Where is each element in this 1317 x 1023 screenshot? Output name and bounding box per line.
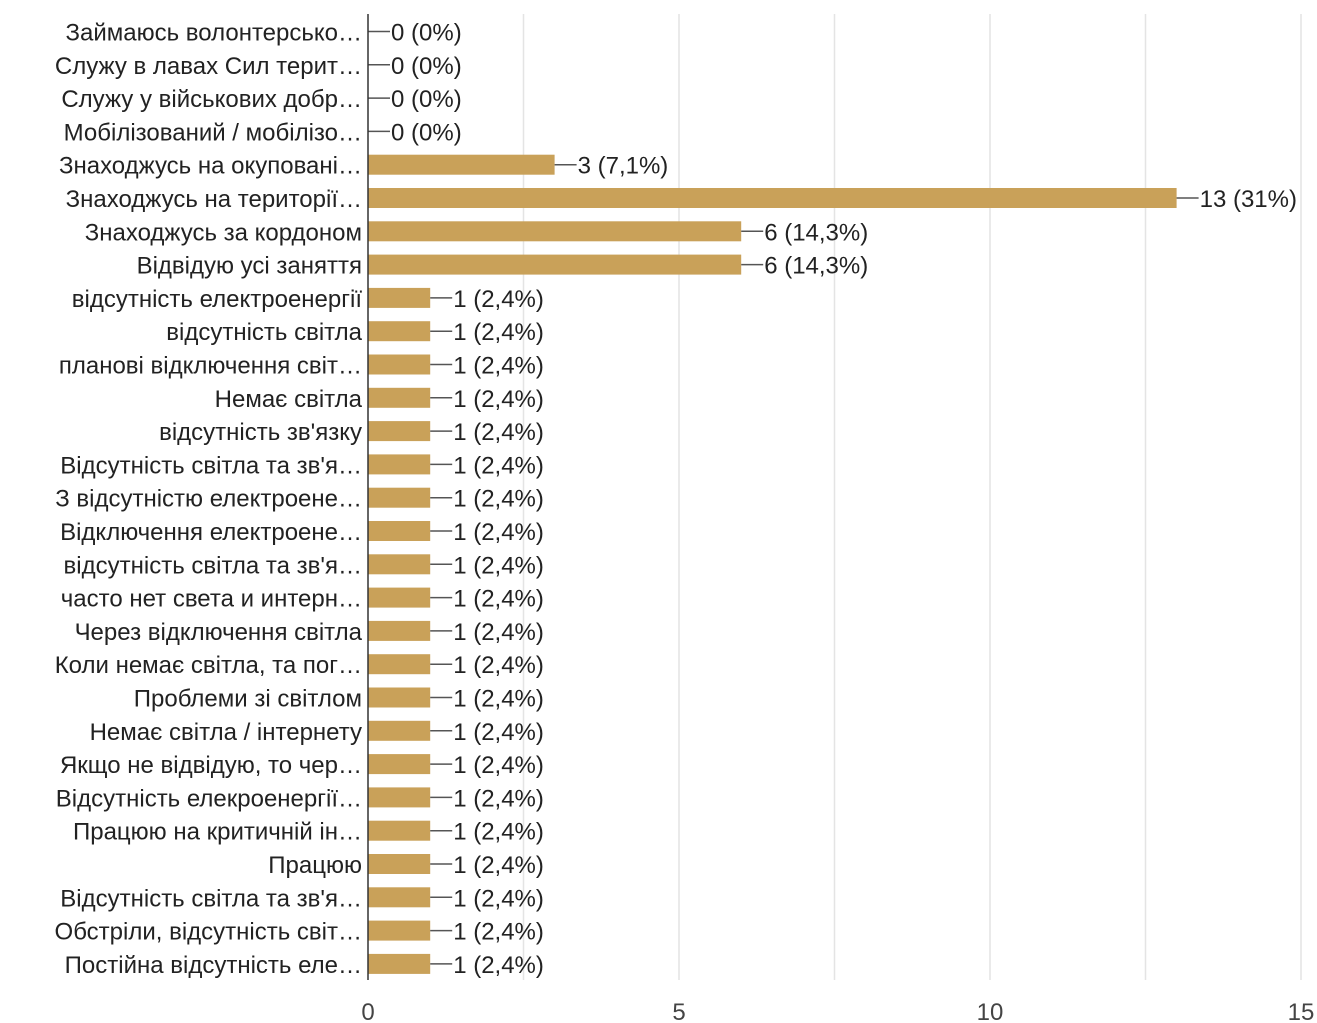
category-label: Немає світла: [215, 386, 363, 413]
x-axis-ticks: 0 5 10 15: [361, 999, 1314, 1023]
category-label: Відключення електроене…: [60, 519, 362, 546]
category-label: Обстріли, відсутність світ…: [55, 919, 362, 946]
category-label: відсутність світла та зв'я…: [64, 552, 362, 579]
bar: [368, 287, 431, 308]
bar: [368, 587, 431, 608]
value-label: 1 (2,4%): [453, 353, 544, 380]
value-label: 1 (2,4%): [453, 952, 544, 979]
bar: [368, 487, 431, 508]
value-label: 13 (31%): [1200, 186, 1297, 213]
category-label: Знаходжусь за кордоном: [85, 219, 362, 246]
bar: [368, 754, 431, 775]
category-label: Постійна відсутність еле…: [65, 952, 362, 979]
value-label: 1 (2,4%): [453, 652, 544, 679]
category-label: З відсутністю електроене…: [55, 486, 362, 513]
category-label: Працюю: [268, 852, 362, 879]
category-label: Служу в лавах Сил терит…: [55, 53, 362, 80]
value-label: 3 (7,1%): [578, 153, 669, 180]
bars-layer: [368, 154, 1177, 974]
bar: [368, 521, 431, 541]
value-label: 0 (0%): [391, 20, 462, 47]
x-tick-label: 5: [672, 999, 685, 1023]
bar: [368, 387, 431, 408]
value-label: 1 (2,4%): [453, 619, 544, 646]
category-label: Немає світла / інтернету: [90, 719, 362, 746]
category-label: відсутність світла: [166, 319, 362, 346]
category-label: Коли немає світла, та пог…: [55, 652, 362, 679]
grid-layer: [522, 14, 1302, 980]
value-label: 0 (0%): [391, 53, 462, 80]
value-label: 1 (2,4%): [453, 752, 544, 779]
value-label: 6 (14,3%): [764, 253, 868, 280]
category-label: Займаюсь волонтерсько…: [66, 20, 362, 47]
bar: [368, 654, 431, 675]
value-label: 1 (2,4%): [453, 519, 544, 546]
value-label: 1 (2,4%): [453, 719, 544, 746]
bar: [368, 920, 431, 941]
value-label: 1 (2,4%): [453, 919, 544, 946]
category-label: Відсутність світла та зв'я…: [60, 885, 362, 912]
bar: [368, 154, 555, 175]
value-label: 0 (0%): [391, 86, 462, 113]
value-label: 1 (2,4%): [453, 552, 544, 579]
value-label: 0 (0%): [391, 119, 462, 146]
bar: [368, 720, 431, 741]
value-label: 1 (2,4%): [453, 586, 544, 613]
value-label: 1 (2,4%): [453, 885, 544, 912]
bar: [368, 421, 431, 442]
category-label: Служу у військових добр…: [61, 86, 362, 113]
value-label: 1 (2,4%): [453, 819, 544, 846]
bar: [368, 887, 431, 908]
value-label: 1 (2,4%): [453, 785, 544, 812]
value-label: 1 (2,4%): [453, 286, 544, 313]
bar: [368, 554, 431, 575]
bar: [368, 787, 431, 808]
bar: [368, 854, 431, 874]
category-label: Відвідую усі заняття: [137, 253, 362, 280]
category-label: Відсутність елекроенергії…: [56, 785, 362, 812]
category-label: Відсутність світла та зв'я…: [60, 452, 362, 479]
category-label: Знаходжусь на окуповані…: [59, 153, 362, 180]
category-label: часто нет света и интерн…: [61, 586, 362, 613]
category-label: Через відключення світла: [75, 619, 363, 646]
bar: [368, 321, 431, 342]
bar: [368, 687, 431, 708]
labels-layer: 0 (0%) Займаюсь волонтерсько… 0 (0%) Служу …: [55, 20, 1297, 979]
x-tick-label: 10: [977, 999, 1004, 1023]
category-label: Якщо не відвідую, то чер…: [60, 752, 362, 779]
bar: [368, 354, 431, 375]
category-label: Працюю на критичній ін…: [73, 819, 362, 846]
value-label: 6 (14,3%): [764, 219, 868, 246]
x-tick-label: 15: [1288, 999, 1315, 1023]
value-label: 1 (2,4%): [453, 852, 544, 879]
bar: [368, 254, 742, 275]
value-label: 1 (2,4%): [453, 419, 544, 446]
value-label: 1 (2,4%): [453, 386, 544, 413]
category-label: планові відключення світ…: [59, 353, 362, 380]
bar: [368, 820, 431, 841]
x-tick-label: 0: [361, 999, 374, 1023]
category-label: Знаходжусь на території…: [66, 186, 362, 213]
value-label: 1 (2,4%): [453, 452, 544, 479]
bar: [368, 221, 742, 242]
value-label: 1 (2,4%): [453, 319, 544, 346]
bar: [368, 454, 431, 475]
category-label: відсутність електроенергії: [72, 286, 363, 313]
category-label: Проблеми зі світлом: [134, 686, 362, 713]
value-label: 1 (2,4%): [453, 686, 544, 713]
bar: [368, 620, 431, 641]
category-label: Мобілізований / мобілізо…: [64, 119, 362, 146]
bar: [368, 188, 1177, 208]
bar: [368, 953, 431, 974]
category-label: відсутність зв'язку: [159, 419, 362, 446]
value-label: 1 (2,4%): [453, 486, 544, 513]
